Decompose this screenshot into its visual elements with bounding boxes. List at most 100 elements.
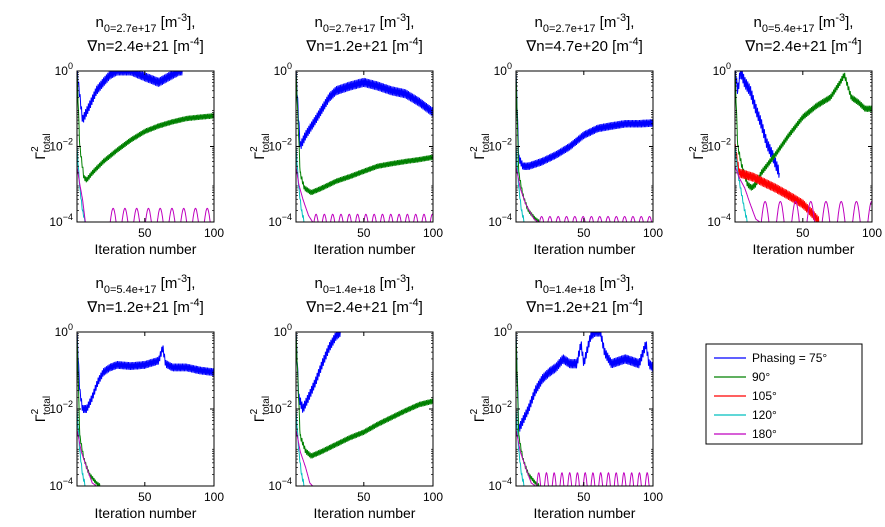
title-line-1: n0=2.7e+17​ [m-3​], bbox=[96, 12, 196, 35]
subplot-4: 50 100 10−4 10−2 100 Iteration number Γ2total n… bbox=[688, 12, 882, 257]
title-line-1: n0=2.7e+17​ [m-3​], bbox=[315, 12, 415, 35]
title-line-1: n0=2.7e+17​ [m-3​], bbox=[535, 12, 635, 35]
axes-box bbox=[515, 70, 654, 223]
y-tick-label: 10−4 bbox=[707, 212, 731, 229]
x-axis-label: Iteration number bbox=[314, 505, 416, 521]
series-line-5 bbox=[735, 166, 761, 222]
series-humps-4 bbox=[313, 213, 433, 222]
legend: Phasing = 75° 90° 105° 120° 180° bbox=[705, 343, 863, 445]
x-tick-label: 100 bbox=[643, 490, 663, 504]
x-axis-label: Iteration number bbox=[314, 241, 416, 257]
x-tick-label: 100 bbox=[204, 490, 224, 504]
y-tick-label: 10−4 bbox=[49, 476, 73, 493]
series-line-2 bbox=[296, 71, 433, 196]
series-line-1 bbox=[735, 71, 780, 178]
y-tick-label: 100 bbox=[274, 322, 292, 339]
y-tick-label: 10−2 bbox=[707, 137, 731, 154]
series-line-1 bbox=[77, 332, 214, 413]
axes-box bbox=[734, 70, 873, 223]
series-humps-4 bbox=[109, 207, 214, 222]
title-line-2: ∇n=1.2e+21 [m-4​] bbox=[305, 36, 423, 55]
axes-box bbox=[76, 331, 215, 487]
x-axis-label: Iteration number bbox=[753, 241, 855, 257]
title-line-1: n0=5.4e+17​ [m-3​], bbox=[754, 12, 854, 35]
y-axis-label: Γ2total bbox=[30, 396, 53, 422]
series-line-1 bbox=[516, 71, 653, 171]
series-line-2 bbox=[296, 332, 433, 459]
axes-box bbox=[515, 331, 654, 487]
series-humps-5 bbox=[760, 200, 872, 222]
title-line-2: ∇n=2.4e+21 [m-4​] bbox=[744, 36, 862, 55]
y-tick-label: 10−2 bbox=[488, 137, 512, 154]
series-line-4 bbox=[77, 429, 97, 486]
x-tick-label: 50 bbox=[138, 226, 152, 240]
y-axis-label: Γ2total bbox=[249, 396, 272, 422]
series-line-1 bbox=[296, 332, 341, 413]
y-axis-label: Γ2total bbox=[469, 133, 492, 159]
legend-label: 180° bbox=[752, 427, 777, 441]
subplot-3: 50 100 10−4 10−2 100 Iteration number Γ2total n… bbox=[469, 12, 663, 257]
y-tick-label: 10−2 bbox=[268, 399, 292, 416]
y-tick-label: 100 bbox=[494, 322, 512, 339]
subplot-5: 50 100 10−4 10−2 100 Iteration number Γ2total n… bbox=[30, 273, 224, 521]
series-line-4 bbox=[735, 146, 748, 222]
series-line-3 bbox=[77, 408, 86, 486]
x-tick-label: 100 bbox=[423, 490, 443, 504]
title-line-2: ∇n=4.7e+20 [m-4​] bbox=[525, 36, 643, 55]
legend-label: Phasing = 75° bbox=[752, 351, 827, 365]
x-axis-label: Iteration number bbox=[95, 241, 197, 257]
x-axis-label: Iteration number bbox=[95, 505, 197, 521]
series-line-4 bbox=[516, 429, 536, 486]
series-line-2 bbox=[735, 71, 872, 191]
x-tick-label: 50 bbox=[577, 490, 591, 504]
y-tick-label: 100 bbox=[713, 61, 731, 78]
x-tick-label: 50 bbox=[138, 490, 152, 504]
series-line-2 bbox=[77, 332, 101, 486]
y-tick-label: 100 bbox=[55, 322, 73, 339]
x-tick-label: 50 bbox=[357, 490, 371, 504]
series-humps-4 bbox=[539, 215, 653, 222]
y-tick-label: 10−4 bbox=[488, 476, 512, 493]
x-tick-label: 100 bbox=[423, 226, 443, 240]
series-line-3 bbox=[296, 408, 305, 486]
series-line-4 bbox=[516, 166, 539, 222]
subplot-6: 50 100 10−4 10−2 100 Iteration number Γ2total n… bbox=[249, 273, 443, 521]
x-tick-label: 100 bbox=[204, 226, 224, 240]
subplots: 50 100 10−4 10−2 100 Iteration number Γ2total n… bbox=[30, 12, 882, 521]
x-tick-label: 50 bbox=[796, 226, 810, 240]
x-tick-label: 100 bbox=[862, 226, 882, 240]
y-axis-label: Γ2total bbox=[30, 133, 53, 159]
title-line-2: ∇n=2.4e+21 [m-4​] bbox=[86, 36, 204, 55]
title-line-1: n0=1.4e+18​ [m-3​], bbox=[315, 273, 415, 296]
subplot-7: 50 100 10−4 10−2 100 Iteration number Γ2total n… bbox=[469, 273, 663, 521]
y-tick-label: 10−2 bbox=[49, 399, 73, 416]
subplot-1: 50 100 10−4 10−2 100 Iteration number Γ2total n… bbox=[30, 12, 224, 257]
series-line-1 bbox=[296, 71, 433, 149]
y-tick-label: 10−2 bbox=[49, 137, 73, 154]
x-axis-label: Iteration number bbox=[534, 241, 636, 257]
series-line-2 bbox=[77, 71, 214, 183]
legend-box bbox=[705, 343, 863, 445]
x-tick-label: 50 bbox=[577, 226, 591, 240]
series-line-4 bbox=[296, 429, 313, 486]
series-line-3 bbox=[516, 146, 525, 222]
title-line-1: n0=1.4e+18​ [m-3​], bbox=[535, 273, 635, 296]
y-tick-label: 10−4 bbox=[488, 212, 512, 229]
series-line-3 bbox=[77, 146, 86, 222]
title-line-2: ∇n=2.4e+21 [m-4​] bbox=[305, 297, 423, 316]
y-tick-label: 10−4 bbox=[268, 476, 292, 493]
y-axis-label: Γ2total bbox=[249, 133, 272, 159]
subplot-2: 50 100 10−4 10−2 100 Iteration number Γ2total n… bbox=[249, 12, 443, 257]
legend-label: 120° bbox=[752, 408, 777, 422]
y-tick-label: 10−4 bbox=[49, 212, 73, 229]
title-line-2: ∇n=1.2e+21 [m-4​] bbox=[86, 297, 204, 316]
series-line-3 bbox=[516, 408, 525, 486]
x-tick-label: 100 bbox=[643, 226, 663, 240]
series-humps-4 bbox=[536, 471, 653, 486]
y-axis-label: Γ2total bbox=[688, 133, 711, 159]
legend-label: 90° bbox=[752, 370, 770, 384]
series-line-4 bbox=[77, 166, 86, 222]
y-tick-label: 10−2 bbox=[488, 399, 512, 416]
title-line-1: n0=5.4e+17​ [m-3​], bbox=[96, 273, 196, 296]
series-line-4 bbox=[296, 166, 314, 222]
